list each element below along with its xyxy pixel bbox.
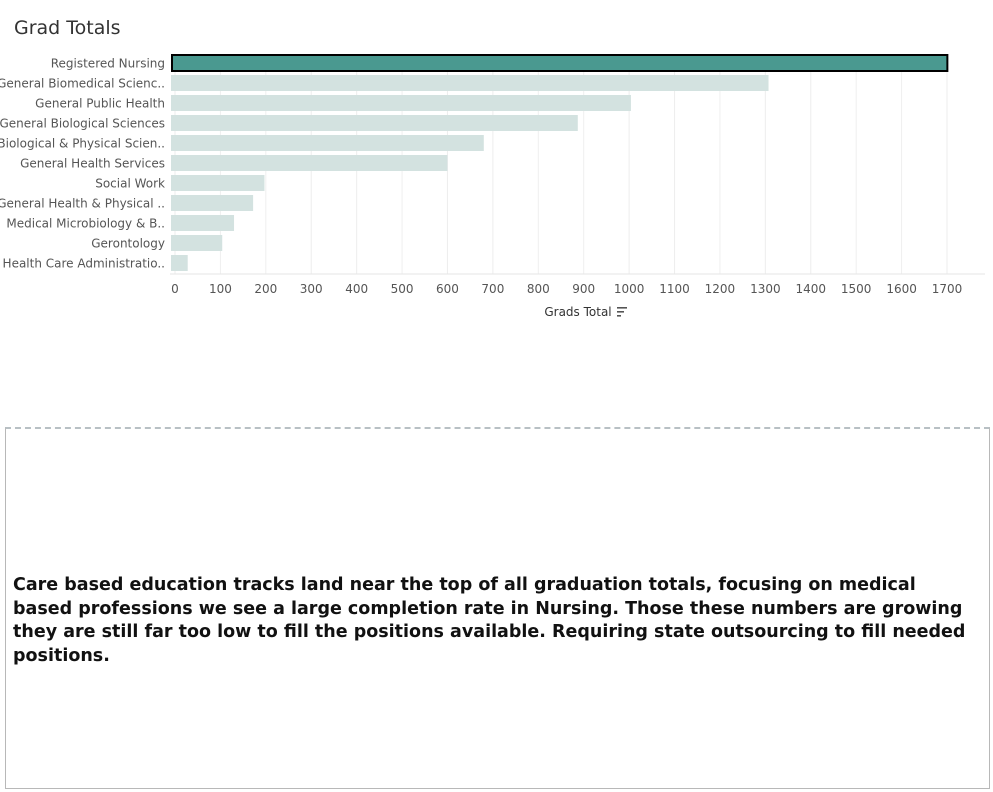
bar[interactable] [171, 195, 254, 211]
x-tick-label: 1700 [932, 282, 963, 296]
x-tick-label: 1200 [705, 282, 736, 296]
bar-chart: Registered Nursing General Biomedical Sci… [0, 54, 985, 319]
x-tick-label: 700 [481, 282, 504, 296]
category-label: General Biological Sciences [0, 117, 165, 131]
x-tick-label: 400 [345, 282, 368, 296]
category-label: General Public Health [35, 97, 165, 111]
bar[interactable] [171, 135, 484, 151]
x-tick-label: 100 [209, 282, 232, 296]
description-text: Care based education tracks land near th… [13, 575, 966, 666]
x-axis-title: Grads Total [544, 305, 611, 319]
category-labels: Registered Nursing General Biomedical Sci… [0, 57, 165, 271]
sort-descending-icon[interactable] [617, 307, 627, 317]
bar[interactable] [171, 155, 448, 171]
description-panel: Care based education tracks land near th… [5, 427, 990, 789]
x-tick-label: 1500 [841, 282, 872, 296]
x-tick-label: 1300 [750, 282, 781, 296]
x-tick-label: 200 [254, 282, 277, 296]
category-label: General Biomedical Scienc.. [0, 77, 165, 91]
bars [171, 54, 949, 271]
bar[interactable] [171, 75, 769, 91]
category-label: Health Care Administratio.. [3, 257, 165, 271]
bar[interactable] [171, 235, 223, 251]
x-tick-label: 1600 [886, 282, 917, 296]
x-tick-label: 500 [391, 282, 414, 296]
x-tick-label: 0 [171, 282, 179, 296]
chart-title: Grad Totals [14, 17, 121, 39]
bar[interactable] [171, 95, 631, 111]
category-label: Gerontology [91, 237, 165, 251]
category-label: General Health Services [20, 157, 165, 171]
category-label: Biological & Physical Scien.. [0, 137, 165, 151]
category-label: Registered Nursing [51, 57, 165, 71]
bar[interactable] [171, 175, 265, 191]
x-tick-label: 300 [300, 282, 323, 296]
category-label: General Health & Physical .. [0, 197, 165, 211]
bar[interactable] [171, 115, 578, 131]
x-tick-label: 1100 [659, 282, 690, 296]
x-tick-label: 900 [572, 282, 595, 296]
category-label: Social Work [95, 177, 165, 191]
bar[interactable] [171, 215, 235, 231]
category-label: Medical Microbiology & B.. [6, 217, 165, 231]
x-tick-label: 600 [436, 282, 459, 296]
x-tick-label: 1400 [795, 282, 826, 296]
x-tick-label: 800 [527, 282, 550, 296]
bar[interactable] [171, 255, 188, 271]
x-axis-ticks: 0 100 200 300 400 500 600 700 800 900 1000 1100 1200… [171, 282, 962, 296]
x-tick-label: 1000 [614, 282, 645, 296]
bar[interactable] [171, 54, 949, 72]
